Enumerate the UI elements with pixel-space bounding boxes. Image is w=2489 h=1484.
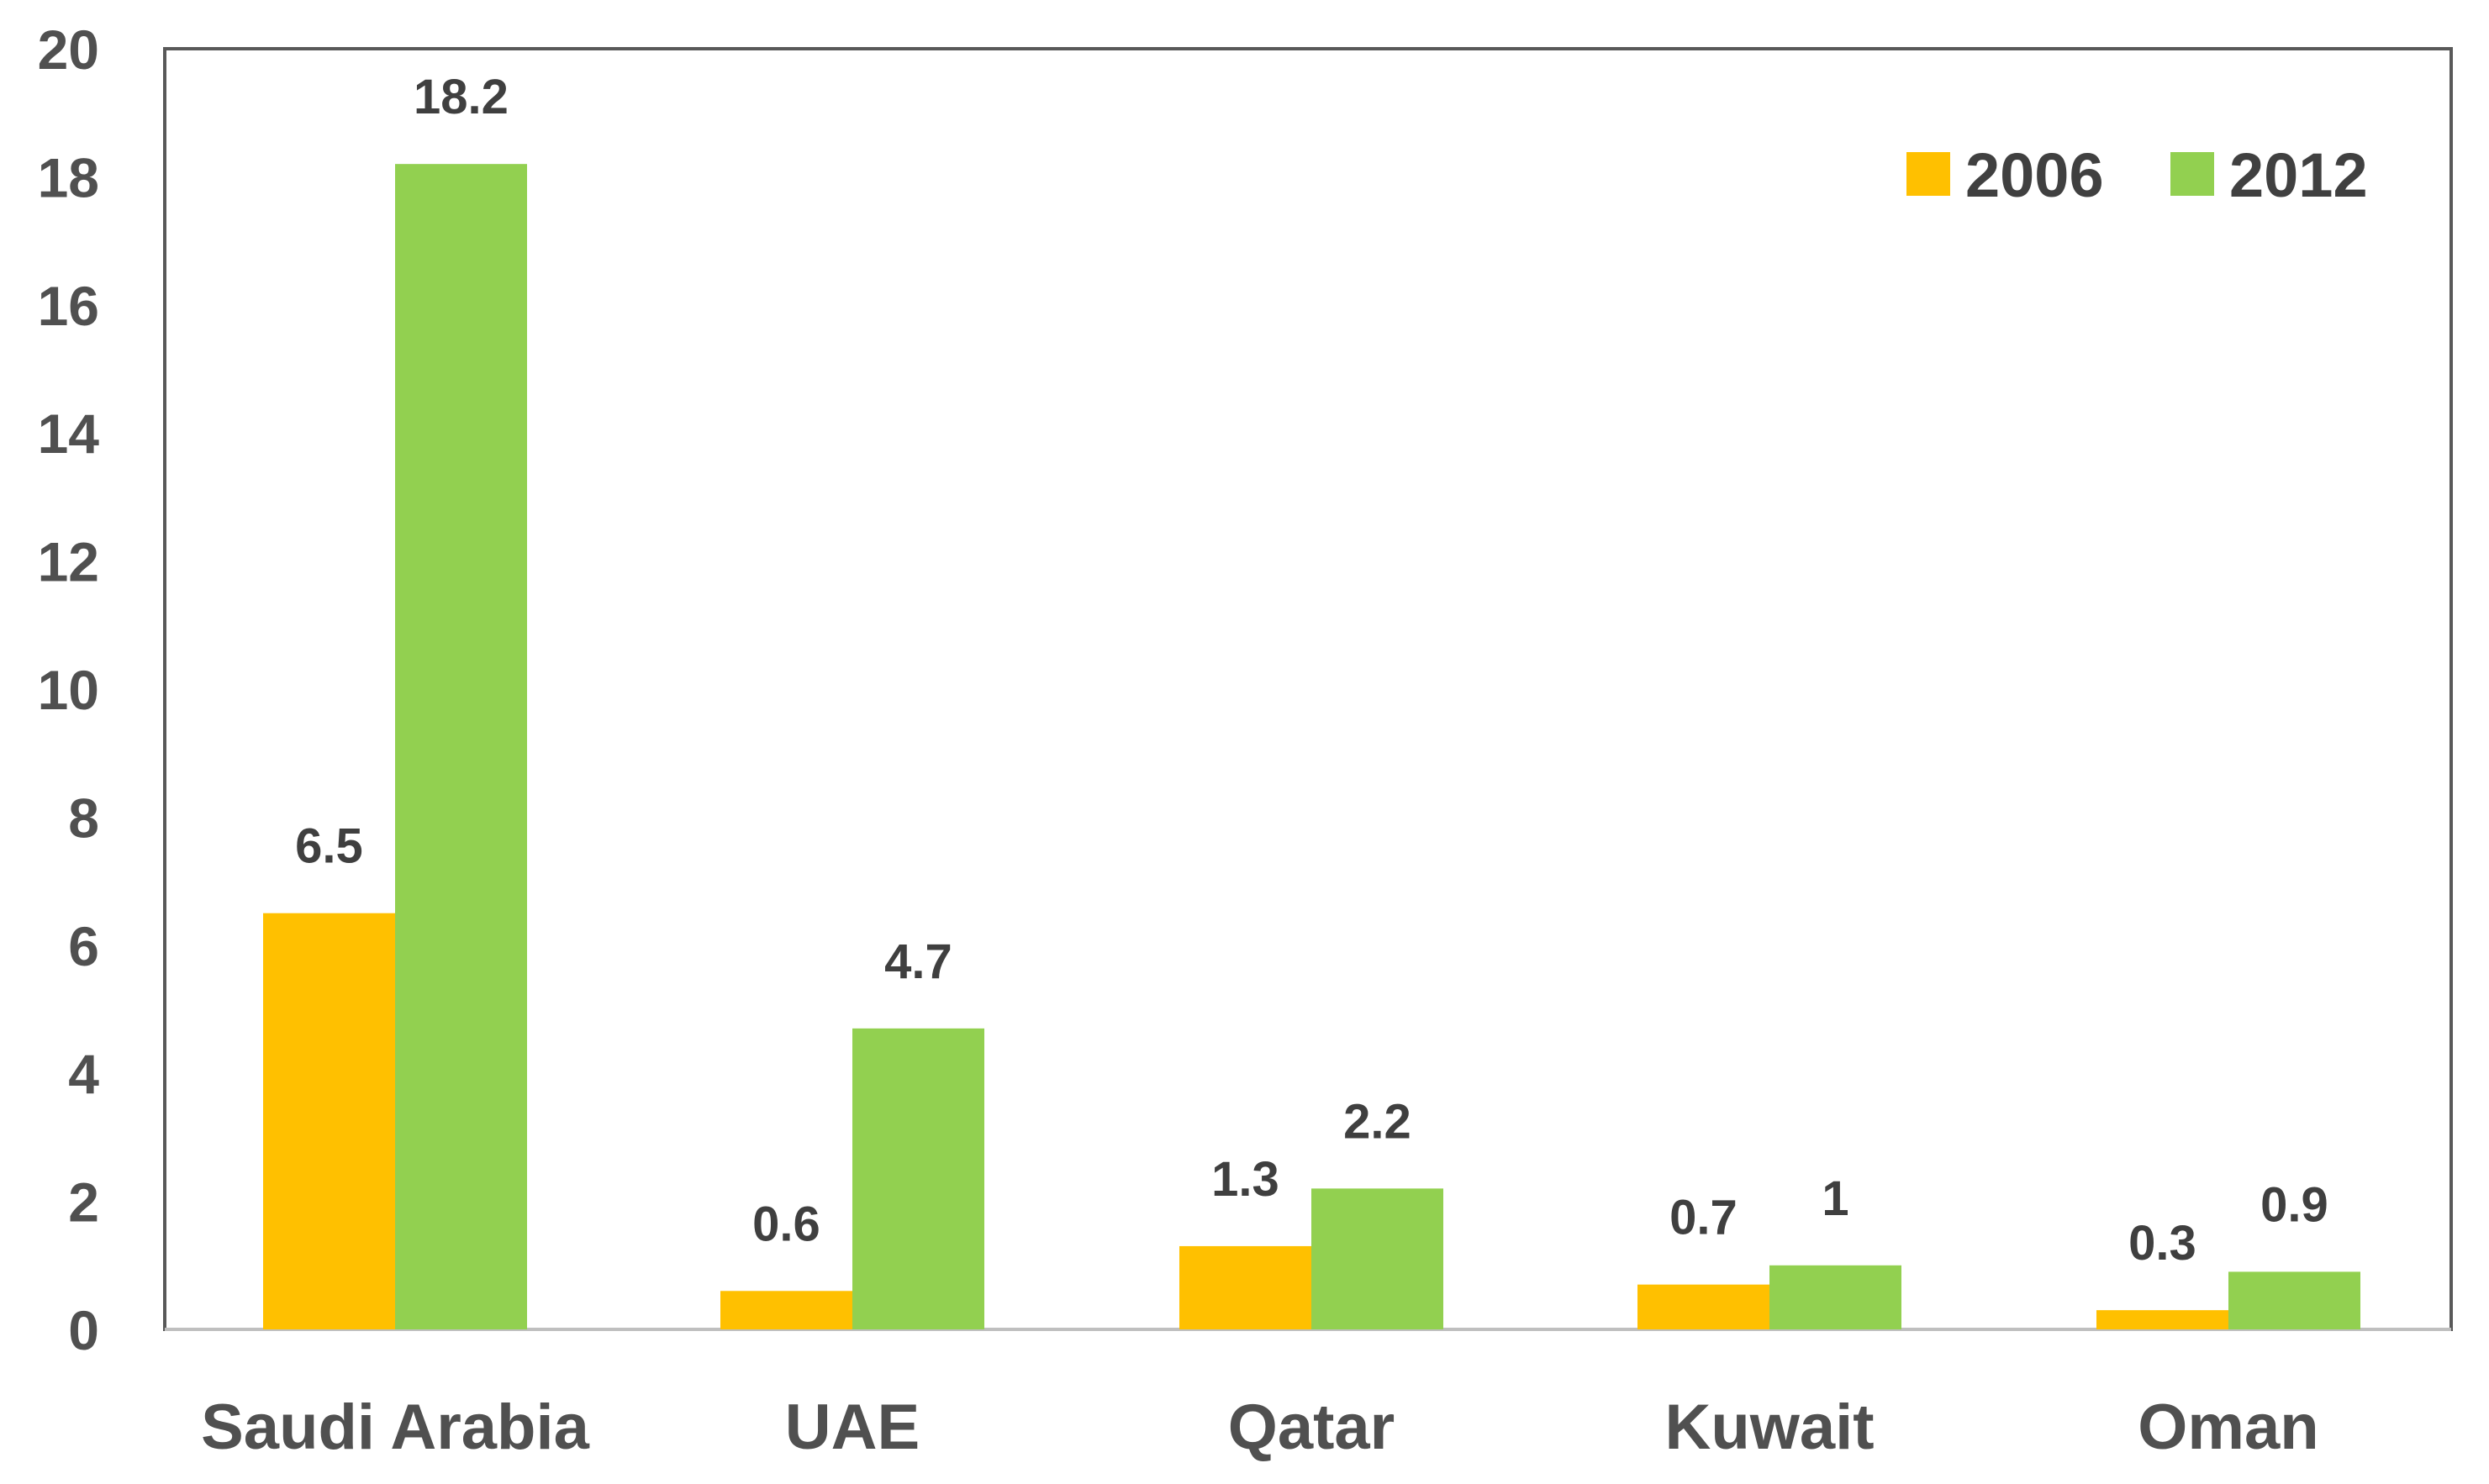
legend: 2006 2012 bbox=[1906, 140, 2368, 210]
data-label: 0.6 bbox=[752, 1197, 820, 1251]
bar-2012-qatar bbox=[1311, 1188, 1443, 1329]
legend-label-2012: 2012 bbox=[2229, 140, 2368, 210]
data-label: 18.2 bbox=[414, 70, 509, 124]
data-label: 4.7 bbox=[884, 934, 952, 989]
y-tick-label: 8 bbox=[68, 787, 99, 849]
y-tick-label: 2 bbox=[68, 1171, 99, 1234]
x-axis-labels: Saudi Arabia UAE Qatar Kuwait Oman bbox=[201, 1392, 2319, 1463]
y-tick-label: 4 bbox=[68, 1043, 99, 1105]
y-tick-label: 10 bbox=[38, 659, 99, 721]
y-axis-ticks: 0 2 4 6 8 10 12 14 16 18 20 bbox=[38, 18, 100, 1361]
y-tick-label: 14 bbox=[38, 403, 100, 465]
x-tick-label: Kuwait bbox=[1664, 1392, 1874, 1463]
x-tick-label: Saudi Arabia bbox=[201, 1392, 589, 1463]
bar-2006-uae bbox=[720, 1291, 852, 1329]
data-labels-group: 6.5 18.2 0.6 4.7 1.3 2.2 0.7 1 0.3 0.9 bbox=[295, 70, 2328, 1271]
data-label: 1.3 bbox=[1211, 1152, 1279, 1207]
bar-2006-qatar bbox=[1179, 1245, 1311, 1329]
legend-swatch-2012 bbox=[2170, 152, 2214, 196]
bar-2006-oman bbox=[2096, 1310, 2228, 1329]
y-tick-label: 6 bbox=[68, 915, 99, 977]
bar-2012-oman bbox=[2228, 1271, 2360, 1329]
data-label: 2.2 bbox=[1343, 1094, 1411, 1149]
bar-2006-kuwait bbox=[1637, 1284, 1769, 1329]
data-label: 0.3 bbox=[2128, 1216, 2196, 1271]
bar-2006-saudi-arabia bbox=[263, 913, 395, 1329]
bar-2012-uae bbox=[852, 1028, 984, 1329]
y-tick-label: 20 bbox=[38, 18, 99, 81]
y-tick-label: 18 bbox=[38, 146, 99, 208]
bars-group bbox=[263, 164, 2360, 1329]
y-tick-label: 0 bbox=[68, 1299, 99, 1361]
x-tick-label: Qatar bbox=[1228, 1392, 1395, 1463]
bar-2012-kuwait bbox=[1769, 1265, 1901, 1329]
y-tick-label: 16 bbox=[38, 275, 99, 337]
data-label: 0.7 bbox=[1669, 1191, 1738, 1245]
data-label: 1 bbox=[1822, 1171, 1848, 1226]
data-label: 0.9 bbox=[2260, 1177, 2328, 1232]
y-tick-label: 12 bbox=[38, 531, 99, 593]
legend-swatch-2006 bbox=[1906, 152, 1950, 196]
legend-label-2006: 2006 bbox=[1965, 140, 2104, 210]
x-tick-label: Oman bbox=[2138, 1392, 2318, 1463]
x-tick-label: UAE bbox=[785, 1392, 920, 1463]
bar-2012-saudi-arabia bbox=[395, 164, 527, 1329]
data-label: 6.5 bbox=[295, 819, 363, 874]
